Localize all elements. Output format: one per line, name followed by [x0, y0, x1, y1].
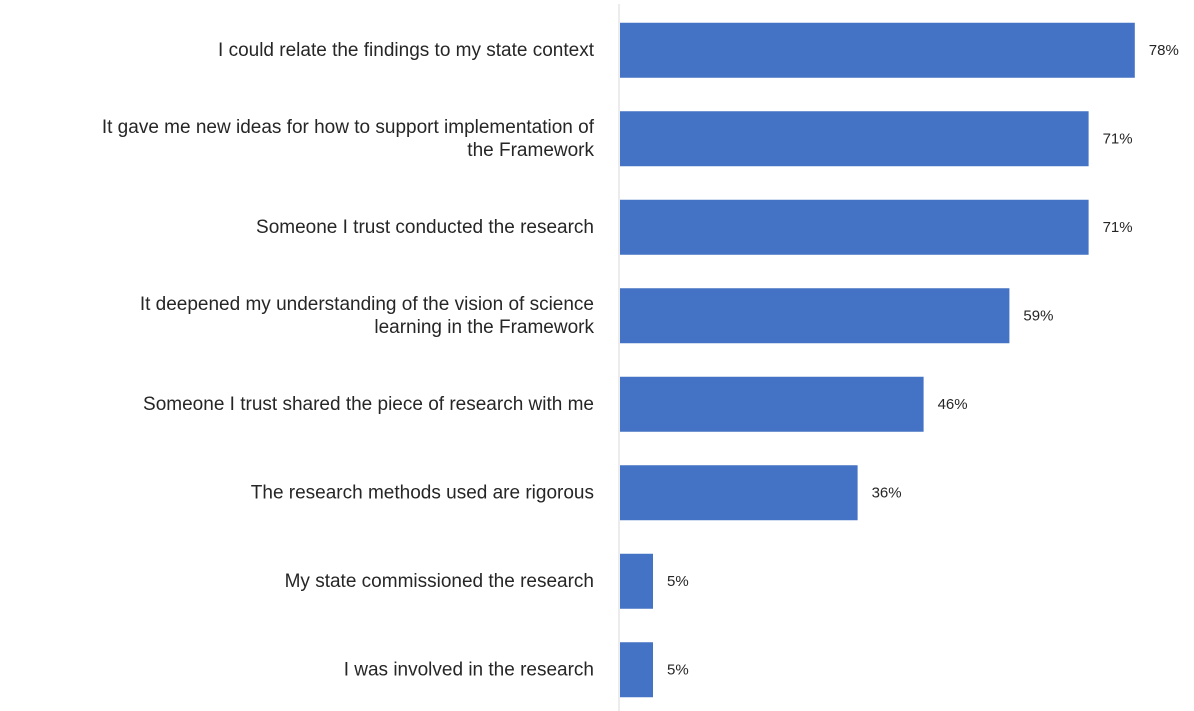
- value-label-5: 46%: [938, 396, 968, 413]
- bar-8: [620, 642, 653, 698]
- category-label-1: I could relate the findings to my state …: [218, 40, 595, 61]
- category-label-line: The research methods used are rigorous: [251, 482, 594, 503]
- value-labels-group: 78% 71% 71% 59% 46% 36% 5% 5%: [667, 42, 1179, 679]
- bar-4: [620, 288, 1010, 344]
- category-label-5: Someone I trust shared the piece of rese…: [143, 394, 594, 415]
- bar-5: [620, 376, 924, 432]
- category-label-line: It gave me new ideas for how to support …: [102, 117, 595, 138]
- bar-6: [620, 465, 858, 521]
- value-label-8: 5%: [667, 661, 689, 678]
- category-label-7: My state commissioned the research: [285, 571, 594, 592]
- category-label-8: I was involved in the research: [344, 659, 594, 680]
- value-label-1: 78%: [1149, 42, 1179, 59]
- bar-3: [620, 199, 1089, 255]
- value-label-3: 71%: [1103, 219, 1133, 236]
- category-label-line: the Framework: [467, 140, 594, 161]
- category-label-line: I was involved in the research: [344, 659, 594, 680]
- category-label-line: My state commissioned the research: [285, 571, 594, 592]
- category-label-6: The research methods used are rigorous: [251, 482, 594, 503]
- value-label-4: 59%: [1023, 307, 1053, 324]
- value-label-2: 71%: [1103, 130, 1133, 147]
- category-label-line: learning in the Framework: [374, 317, 594, 338]
- category-labels-group: I could relate the findings to my state …: [102, 40, 595, 681]
- bars-group: [620, 22, 1135, 698]
- category-label-line: Someone I trust shared the piece of rese…: [143, 394, 594, 415]
- value-label-7: 5%: [667, 573, 689, 590]
- category-label-2: It gave me new ideas for how to support …: [102, 117, 595, 161]
- category-label-3: Someone I trust conducted the research: [256, 217, 594, 238]
- bar-7: [620, 553, 653, 609]
- category-label-line: I could relate the findings to my state …: [218, 40, 595, 61]
- bar-2: [620, 111, 1089, 167]
- category-label-line: Someone I trust conducted the research: [256, 217, 594, 238]
- value-label-6: 36%: [872, 484, 902, 501]
- category-label-4: It deepened my understanding of the visi…: [140, 294, 595, 338]
- bar-1: [620, 22, 1135, 78]
- category-label-line: It deepened my understanding of the visi…: [140, 294, 594, 315]
